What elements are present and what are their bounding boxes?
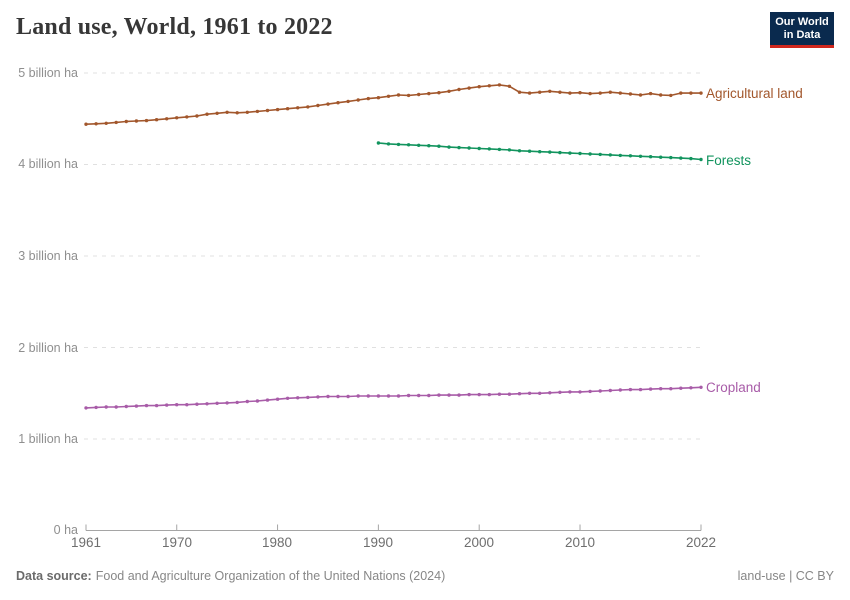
x-axis-label-2000: 2000 xyxy=(463,535,495,550)
data-source-text: Food and Agriculture Organization of the… xyxy=(95,569,446,583)
owid-logo-line1: Our World xyxy=(775,15,829,28)
x-axis-label-1980: 1980 xyxy=(261,535,293,550)
series-label-cropland: Cropland xyxy=(706,380,761,395)
y-axis-label-2: 2 billion ha xyxy=(18,341,78,355)
x-axis-label-2010: 2010 xyxy=(564,535,596,550)
owid-logo[interactable]: Our World in Data xyxy=(770,12,834,48)
series-label-forests: Forests xyxy=(706,153,752,168)
y-axis-label-1: 1 billion ha xyxy=(18,432,78,446)
y-axis-label-5: 5 billion ha xyxy=(18,66,78,80)
page-title: Land use, World, 1961 to 2022 xyxy=(16,14,333,40)
y-axis-label-0: 0 ha xyxy=(53,523,78,537)
owid-logo-line2: in Data xyxy=(783,28,821,41)
license-credit[interactable]: land-use | CC BY xyxy=(737,569,834,583)
x-axis-label-1970: 1970 xyxy=(161,535,193,550)
y-axis-label-4: 4 billion ha xyxy=(18,157,78,171)
x-axis-label-1990: 1990 xyxy=(362,535,394,550)
data-source-line: Data source: Food and Agriculture Organiz… xyxy=(16,569,445,583)
chart-footer: Data source: Food and Agriculture Organiz… xyxy=(16,569,834,583)
y-axis-label-3: 3 billion ha xyxy=(18,249,78,263)
series-label-agricultural-land: Agricultural land xyxy=(706,86,803,101)
data-source-label: Data source: xyxy=(16,569,92,583)
x-axis-label-1961: 1961 xyxy=(70,535,102,550)
x-axis-label-2022: 2022 xyxy=(685,535,717,550)
